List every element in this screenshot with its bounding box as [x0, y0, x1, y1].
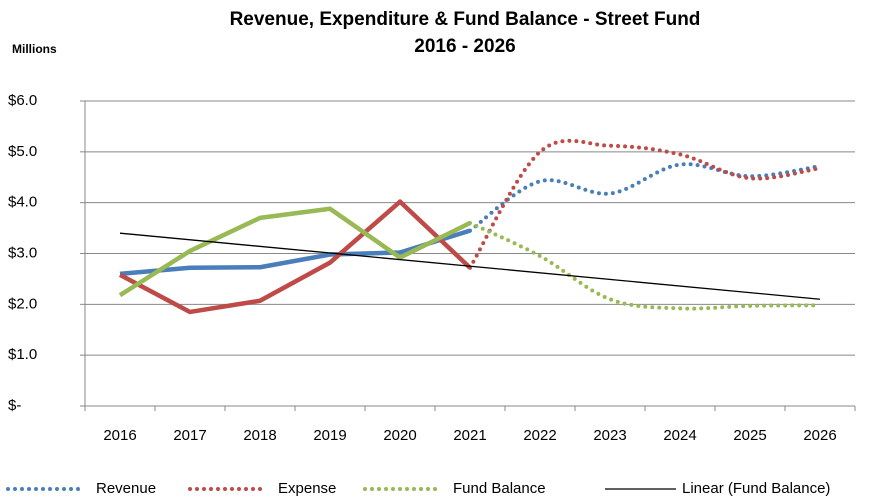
- series-line-projected: [468, 221, 822, 311]
- chart-title: Revenue, Expenditure & Fund Balance - St…: [230, 9, 701, 30]
- series-line-projected: [468, 138, 822, 270]
- series-line-actual: [119, 228, 471, 277]
- x-tick-label: 2026: [803, 427, 836, 444]
- x-tick-label: 2024: [663, 427, 696, 444]
- x-tick-label: 2021: [453, 427, 486, 444]
- x-tick-label: 2018: [243, 427, 276, 444]
- x-tick-label: 2022: [523, 427, 556, 444]
- x-tick-label: 2019: [313, 427, 346, 444]
- legend-label: Revenue: [96, 480, 156, 497]
- y-tick-label: $5.0: [8, 143, 37, 160]
- y-tick-label: $2.0: [8, 295, 37, 312]
- y-tick-label: $3.0: [8, 244, 37, 261]
- y-axis-label: Millions: [12, 42, 57, 56]
- x-tick-label: 2023: [593, 427, 626, 444]
- y-tick-label: $6.0: [8, 92, 37, 109]
- legend-label: Linear (Fund Balance): [682, 480, 830, 497]
- legend-label: Expense: [278, 480, 336, 497]
- y-tick-label: $4.0: [8, 194, 37, 211]
- x-tick-label: 2025: [733, 427, 766, 444]
- x-tick-label: 2017: [173, 427, 206, 444]
- y-tick-label: $1.0: [8, 346, 37, 363]
- legend-label: Fund Balance: [453, 480, 546, 497]
- x-tick-label: 2020: [383, 427, 416, 444]
- x-tick-label: 2016: [103, 427, 136, 444]
- series-line-projected: [468, 162, 822, 233]
- chart-title: 2016 - 2026: [414, 36, 515, 57]
- y-tick-label: $-: [8, 397, 21, 414]
- series-line-actual: [118, 199, 472, 315]
- trendline: [119, 232, 821, 300]
- series-line-actual: [118, 206, 471, 298]
